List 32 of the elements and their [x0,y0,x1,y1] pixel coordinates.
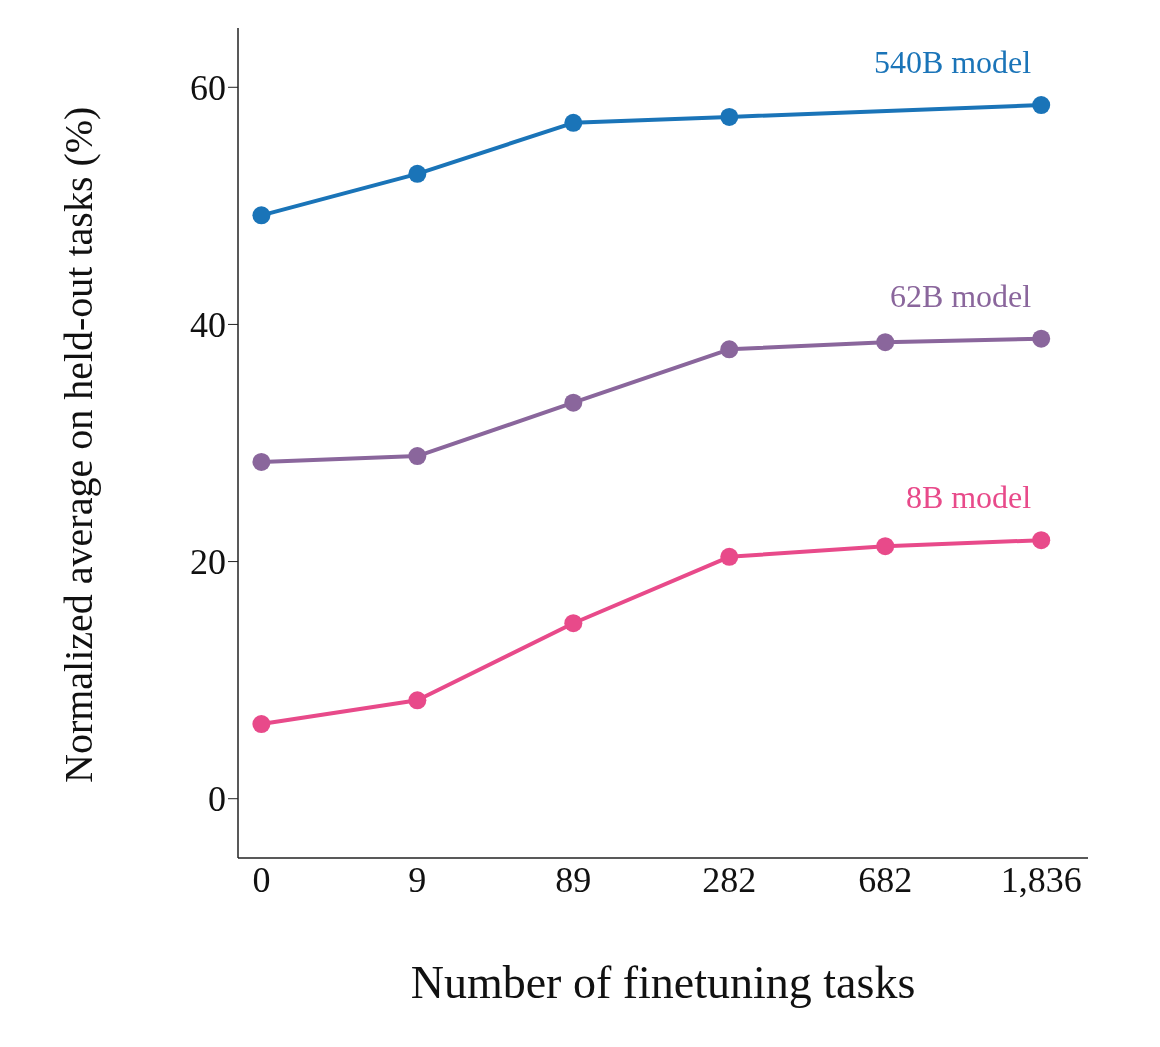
x-tick-label: 0 [252,859,271,900]
y-tick-label: 60 [190,68,226,109]
point [408,691,427,710]
point [252,715,271,734]
x-tick-label: 89 [555,859,592,900]
point [1032,329,1051,348]
y-tick-label: 40 [190,305,226,346]
x-tick-label: 282 [702,859,757,900]
y-axis-title: Normalized average on held-out tasks (%) [56,106,102,783]
point [1032,96,1051,115]
series-label: 540B model [873,44,1032,81]
point [1032,531,1051,550]
point [564,113,583,132]
point [564,393,583,412]
point [720,547,739,566]
series-label: 62B model [889,277,1032,314]
point [564,614,583,633]
x-tick-label: 682 [858,859,913,900]
point [252,452,271,471]
point [720,107,739,126]
series-label: 8B model [905,479,1032,516]
point [252,206,271,225]
x-axis-title: Number of finetuning tasks [410,957,916,1008]
point [720,340,739,359]
point [408,447,427,466]
point [876,333,895,352]
point [876,537,895,556]
x-tick-label: 9 [408,859,427,900]
x-tick-label: 1,836 [1000,859,1082,900]
y-tick-label: 0 [208,779,226,820]
y-tick-label: 20 [190,542,226,583]
point [408,164,427,183]
